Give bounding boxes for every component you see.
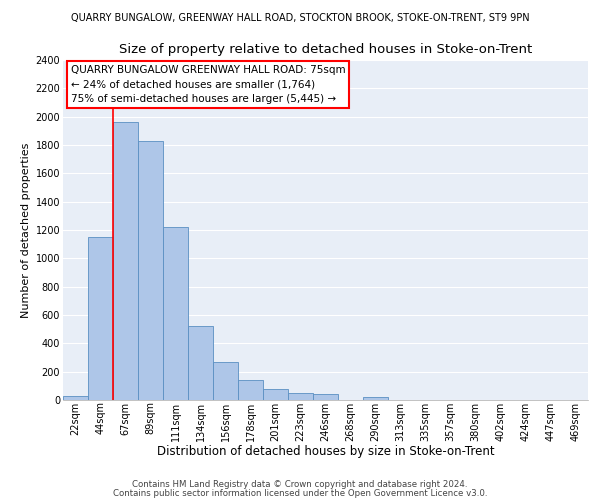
Title: Size of property relative to detached houses in Stoke-on-Trent: Size of property relative to detached ho…	[119, 43, 532, 56]
Bar	[313, 394, 338, 400]
Bar	[263, 390, 288, 400]
Bar	[213, 362, 238, 400]
Bar	[113, 122, 138, 400]
Text: Contains public sector information licensed under the Open Government Licence v3: Contains public sector information licen…	[113, 490, 487, 498]
X-axis label: Distribution of detached houses by size in Stoke-on-Trent: Distribution of detached houses by size …	[157, 445, 494, 458]
Text: QUARRY BUNGALOW, GREENWAY HALL ROAD, STOCKTON BROOK, STOKE-ON-TRENT, ST9 9PN: QUARRY BUNGALOW, GREENWAY HALL ROAD, STO…	[71, 12, 529, 22]
Bar	[138, 140, 163, 400]
Y-axis label: Number of detached properties: Number of detached properties	[22, 142, 31, 318]
Bar	[238, 380, 263, 400]
Text: Contains HM Land Registry data © Crown copyright and database right 2024.: Contains HM Land Registry data © Crown c…	[132, 480, 468, 489]
Bar	[63, 396, 88, 400]
Bar	[363, 397, 388, 400]
Bar	[288, 393, 313, 400]
Bar	[163, 227, 188, 400]
Bar	[88, 237, 113, 400]
Text: QUARRY BUNGALOW GREENWAY HALL ROAD: 75sqm
← 24% of detached houses are smaller (: QUARRY BUNGALOW GREENWAY HALL ROAD: 75sq…	[71, 65, 346, 104]
Bar	[188, 326, 213, 400]
